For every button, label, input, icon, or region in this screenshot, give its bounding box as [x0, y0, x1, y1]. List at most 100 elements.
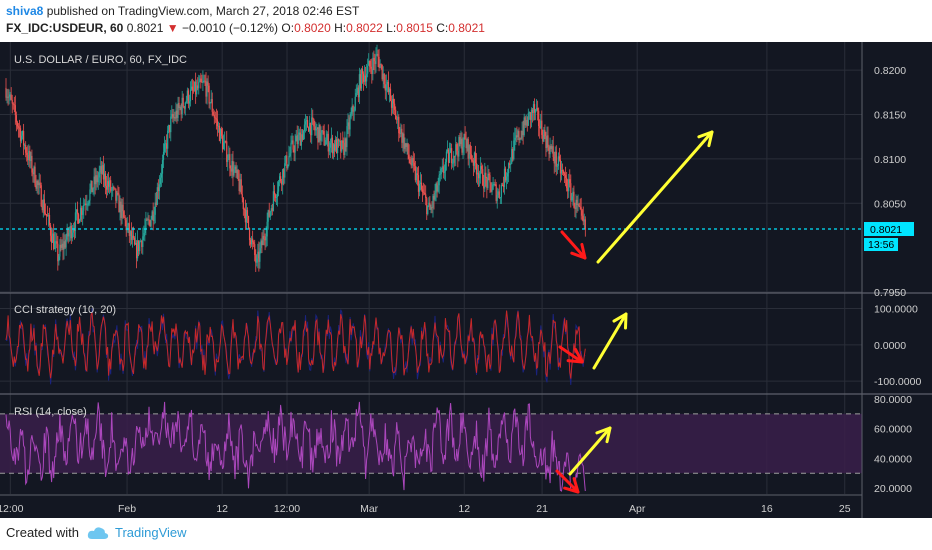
candle-body: [111, 189, 113, 191]
candle-body: [551, 146, 553, 149]
last-price: 0.8021: [126, 21, 164, 35]
candle-body: [230, 168, 232, 172]
candle-body: [281, 181, 283, 185]
author-name[interactable]: shiva8: [6, 4, 44, 18]
candle-body: [308, 127, 310, 132]
rsi-down-arrow: [555, 469, 580, 494]
chart-canvas[interactable]: 0.8200 0.8150 0.8100 0.8050 0.7950 100.0000 0.…: [0, 42, 932, 518]
candle-body: [177, 102, 179, 118]
candle-body: [244, 209, 246, 223]
candle-body: [146, 219, 148, 221]
candle-body: [476, 172, 479, 175]
x-tick-label: 21: [536, 503, 548, 515]
candle-body: [302, 130, 305, 140]
pane-separators[interactable]: [0, 42, 932, 518]
candle-body: [166, 143, 168, 149]
candle-body: [261, 240, 263, 246]
candle-body: [575, 199, 577, 209]
candle-body: [283, 169, 285, 178]
time-axis[interactable]: 12:00 Feb 12 12:00 Mar 12 21 Apr 16 25: [0, 494, 862, 515]
candle-body: [558, 156, 561, 160]
candle-body: [473, 152, 476, 166]
candle-body: [176, 110, 178, 118]
rsi-pane-title: RSI (14, close): [14, 406, 87, 418]
candle-body: [131, 235, 134, 240]
footer: Created with TradingView: [6, 525, 187, 540]
rsi-band-fill: [0, 413, 862, 474]
candle-body: [175, 110, 177, 119]
candle-body: [583, 219, 585, 222]
cloud-logo-icon: [87, 526, 109, 539]
candle-body: [477, 172, 480, 179]
candle-body: [527, 113, 529, 126]
candle-body: [149, 220, 151, 227]
candle-body: [8, 96, 10, 98]
cci-tick-label: 0.0000: [874, 340, 906, 352]
candle-body: [376, 53, 378, 56]
candle-body: [91, 180, 93, 193]
candle-body: [410, 163, 412, 166]
candle-body: [373, 57, 375, 62]
candle-body: [436, 183, 438, 192]
candle-body: [419, 182, 422, 184]
candle-body: [471, 159, 473, 161]
candle-body: [147, 219, 149, 221]
candle-body: [211, 99, 213, 112]
candle-body: [19, 128, 22, 142]
candle-body: [44, 213, 46, 215]
candle-body: [161, 159, 164, 174]
candle-body: [337, 139, 339, 154]
candle-body: [442, 166, 444, 173]
candle-body: [538, 110, 540, 127]
rsi-down-arrow-shaft: [555, 469, 580, 494]
close-value: 0.8021: [448, 21, 485, 35]
candle-body: [445, 151, 448, 162]
candle-body: [169, 125, 171, 133]
candle-body: [226, 141, 228, 162]
candle-body: [203, 80, 205, 82]
candle-body: [145, 219, 147, 229]
candle-body: [69, 226, 71, 233]
candle-body: [493, 184, 495, 185]
tradingview-brand[interactable]: TradingView: [114, 525, 187, 540]
candle-body: [578, 204, 580, 207]
candle-body: [88, 200, 90, 204]
candle-body: [277, 181, 280, 192]
candle-body: [555, 151, 557, 167]
candle-body: [140, 240, 142, 242]
candle-body: [572, 191, 574, 197]
candle-body: [398, 116, 400, 134]
price-axis[interactable]: 0.8200 0.8150 0.8100 0.8050 0.7950 100.0000 0.…: [864, 65, 921, 495]
candle-body: [82, 210, 84, 215]
candle-body: [496, 194, 498, 201]
candle-body: [26, 152, 28, 156]
candle-body: [207, 81, 209, 86]
candle-body: [348, 122, 350, 130]
candle-body: [162, 151, 165, 160]
candle-body: [547, 135, 549, 148]
ohlc-bar: FX_IDC:USDEUR, 60 0.8021 ▼ −0.0010 (−0.1…: [6, 21, 485, 35]
candle-body: [38, 182, 40, 186]
candle-body: [183, 106, 185, 109]
candle-body: [381, 64, 383, 80]
candle-body: [378, 56, 380, 68]
candle-body: [396, 119, 398, 121]
candle-body: [187, 90, 189, 104]
drawing-arrows[interactable]: [555, 130, 714, 494]
candle-body: [291, 140, 293, 143]
low-label: L:: [386, 21, 397, 35]
candle-body: [151, 211, 153, 220]
candle-body: [278, 176, 281, 182]
candle-body: [404, 143, 406, 149]
candle-body: [317, 127, 319, 143]
candle-body: [202, 80, 204, 83]
candle-body: [215, 118, 217, 120]
candle-body: [61, 243, 63, 248]
candle-body: [210, 99, 212, 103]
candle-body: [97, 177, 99, 183]
candle-body: [536, 108, 538, 110]
candle-body: [362, 73, 365, 82]
candle-body: [43, 199, 45, 214]
candle-body: [386, 81, 388, 85]
candle-body: [545, 136, 547, 148]
